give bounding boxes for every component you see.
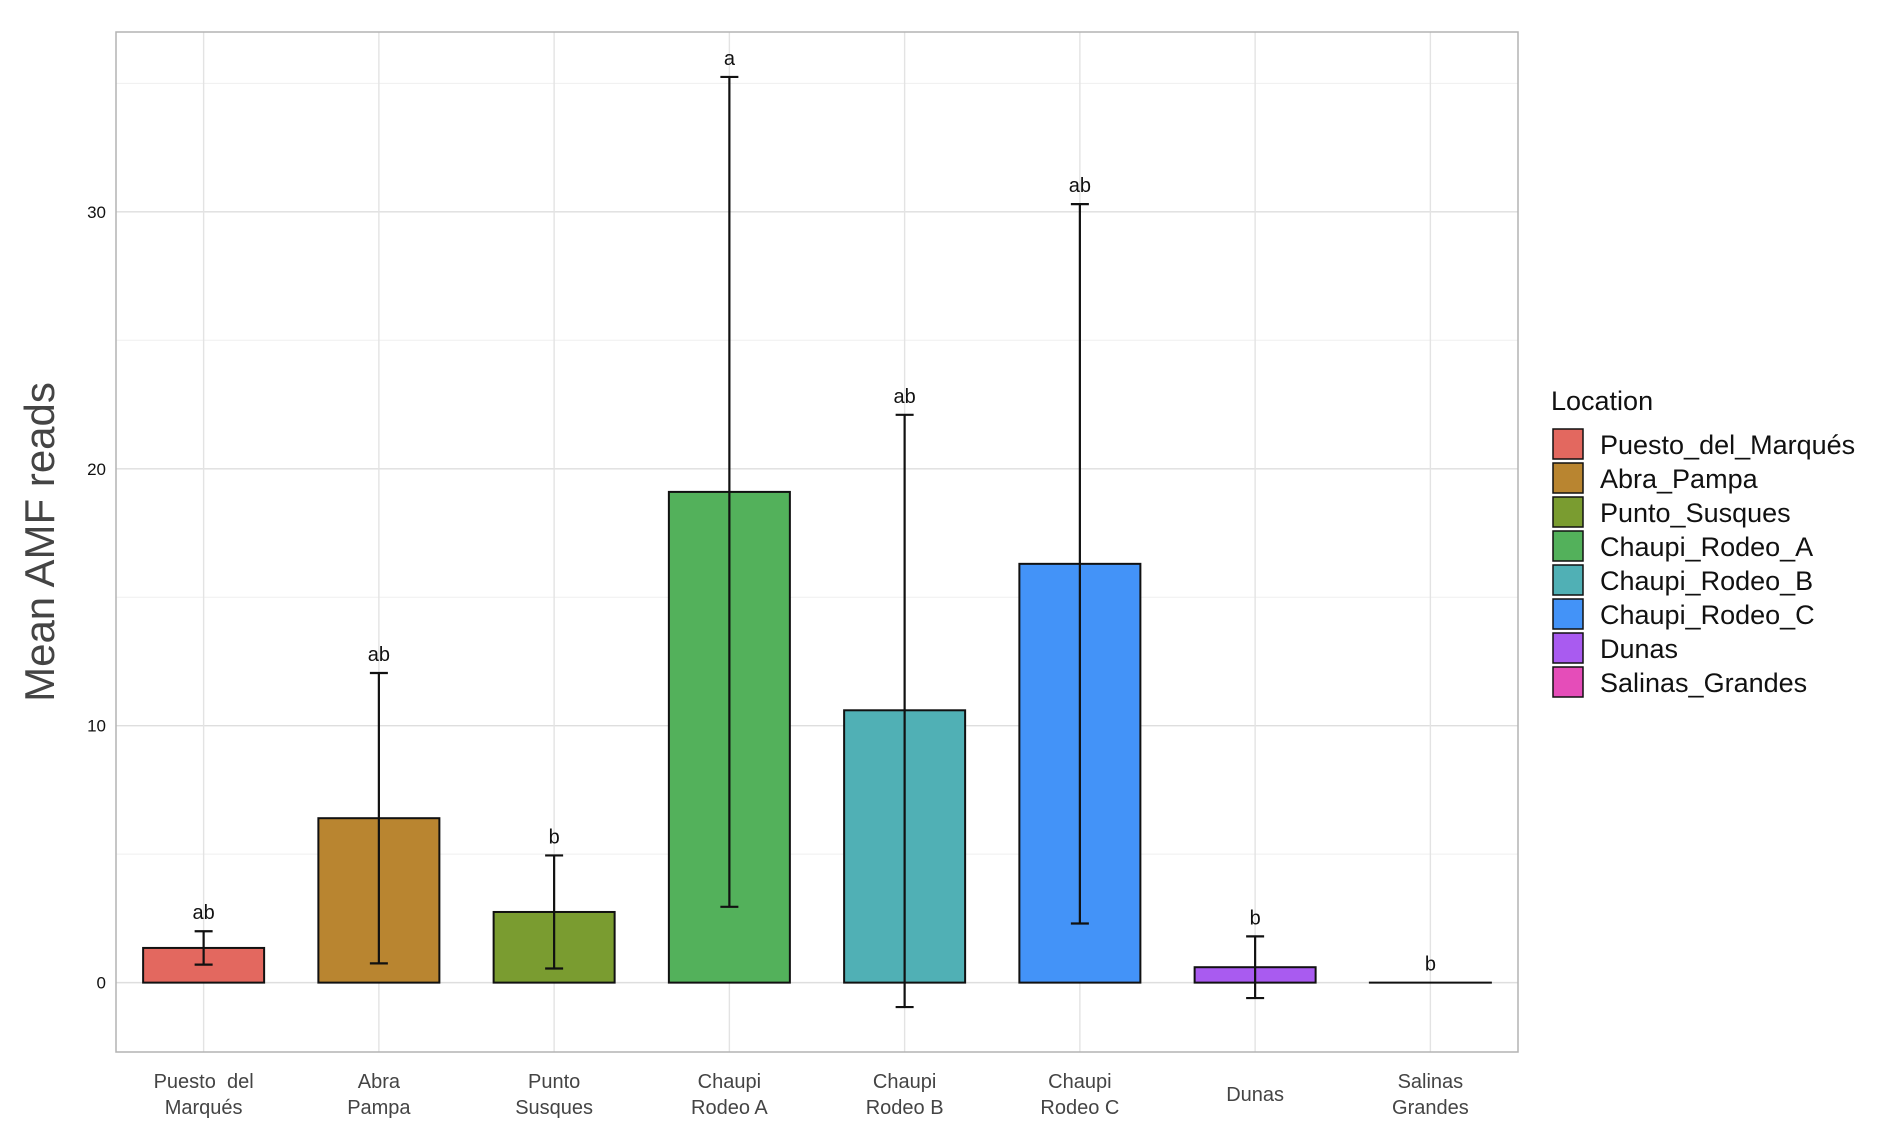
- significance-label: b: [549, 826, 560, 848]
- error-bars: [194, 75, 1265, 1009]
- x-tick-label: Puesto del Marqués: [154, 1071, 254, 1119]
- significance-label: ab: [1069, 175, 1091, 197]
- legend-swatch: [1552, 530, 1584, 562]
- legend: Puesto_del_Marqués Abra_Pampa Punto_Susque…: [1552, 428, 1855, 698]
- y-tick-label: 10: [87, 717, 106, 736]
- significance-label: ab: [894, 386, 916, 408]
- x-tick-label-line: Salinas: [1398, 1071, 1464, 1093]
- x-tick-label-line: Rodeo B: [866, 1097, 944, 1119]
- significance-label: b: [1425, 954, 1436, 976]
- legend-label: Puesto_del_Marqués: [1600, 430, 1855, 460]
- legend-item: Chaupi_Rodeo_A: [1552, 530, 1813, 562]
- x-tick-label-line: Rodeo C: [1040, 1097, 1119, 1119]
- legend-label: Dunas: [1600, 634, 1678, 664]
- legend-label: Chaupi_Rodeo_C: [1600, 600, 1815, 630]
- y-tick-label: 0: [97, 974, 106, 993]
- x-tick-label-line: Pampa: [347, 1097, 411, 1119]
- error-bar: [1246, 935, 1265, 1000]
- x-tick-label-line: Puesto del: [154, 1071, 254, 1093]
- legend-swatch: [1552, 666, 1584, 698]
- legend-item: Chaupi_Rodeo_C: [1552, 598, 1815, 630]
- x-tick-label-line: Dunas: [1226, 1084, 1284, 1106]
- significance-label: ab: [193, 902, 215, 924]
- x-tick-label-line: Chaupi: [698, 1071, 761, 1093]
- x-tick-label: Chaupi Rodeo B: [866, 1071, 944, 1119]
- legend-label: Salinas_Grandes: [1600, 668, 1807, 698]
- x-tick-label: Chaupi Rodeo A: [691, 1071, 768, 1119]
- error-bar: [720, 75, 739, 908]
- y-tick-label: 20: [87, 460, 106, 479]
- legend-item: Chaupi_Rodeo_B: [1552, 564, 1813, 596]
- significance-label: b: [1250, 907, 1261, 929]
- x-tick-label: Salinas Grandes: [1392, 1071, 1469, 1119]
- x-tick-label-line: Susques: [515, 1097, 593, 1119]
- x-tick-label-line: Chaupi: [1048, 1071, 1111, 1093]
- legend-item: Abra_Pampa: [1552, 462, 1759, 494]
- error-bar: [895, 413, 914, 1009]
- legend-item: Salinas_Grandes: [1552, 666, 1807, 698]
- legend-label: Chaupi_Rodeo_B: [1600, 566, 1813, 596]
- x-tick-label-line: Punto: [528, 1071, 580, 1093]
- y-axis-label: Mean AMF reads: [16, 382, 63, 702]
- significance-label: a: [724, 48, 736, 70]
- x-tick-label-line: Rodeo A: [691, 1097, 768, 1119]
- legend-swatch: [1552, 564, 1584, 596]
- legend-label: Punto_Susques: [1600, 498, 1791, 528]
- legend-swatch: [1552, 428, 1584, 460]
- x-tick-label: Chaupi Rodeo C: [1040, 1071, 1119, 1119]
- x-tick-label-line: Chaupi: [873, 1071, 936, 1093]
- error-bar: [1070, 203, 1089, 925]
- x-tick-label: Dunas: [1226, 1084, 1284, 1106]
- x-tick-label: Punto Susques: [515, 1071, 593, 1119]
- legend-item: Punto_Susques: [1552, 496, 1791, 528]
- bars: [142, 490, 1492, 984]
- plot-panel-border: [115, 31, 1519, 1053]
- legend-item: Dunas: [1552, 632, 1678, 664]
- legend-swatch: [1552, 632, 1584, 664]
- y-tick-label: 30: [87, 203, 106, 222]
- legend-item: Puesto_del_Marqués: [1552, 428, 1855, 460]
- significance-labels: ab ab b a ab ab b b: [193, 48, 1436, 976]
- x-axis-ticks: Puesto del Marqués Abra Pampa Punto Susques Ch…: [154, 1071, 1469, 1119]
- error-bar: [369, 671, 388, 965]
- legend-label: Abra_Pampa: [1600, 464, 1759, 494]
- error-bar: [194, 930, 213, 966]
- significance-label: ab: [368, 644, 390, 666]
- x-tick-label-line: Grandes: [1392, 1097, 1469, 1119]
- y-axis-ticks: 0 10 20 30: [87, 203, 106, 993]
- legend-swatch: [1552, 598, 1584, 630]
- legend-swatch: [1552, 462, 1584, 494]
- error-bar: [545, 854, 564, 970]
- x-tick-label: Abra Pampa: [347, 1071, 411, 1119]
- legend-swatch: [1552, 496, 1584, 528]
- legend-title: Location: [1551, 386, 1653, 416]
- x-tick-label-line: Marqués: [165, 1097, 243, 1119]
- legend-label: Chaupi_Rodeo_A: [1600, 532, 1813, 562]
- x-tick-label-line: Abra: [358, 1071, 401, 1093]
